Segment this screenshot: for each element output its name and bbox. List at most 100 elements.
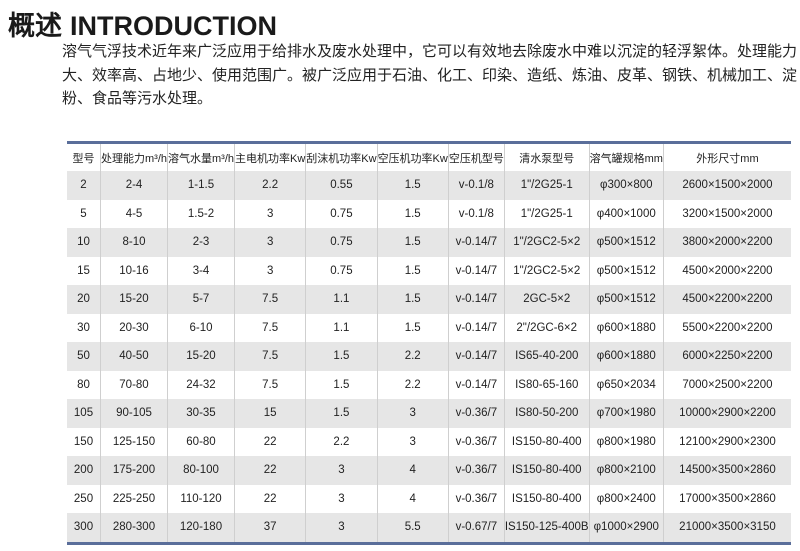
table-cell: 80-100 xyxy=(167,456,235,485)
table-cell: 2.2 xyxy=(376,342,449,371)
title-cn: 概述 xyxy=(8,11,62,42)
table-cell: v-0.36/7 xyxy=(447,427,505,456)
table-cell: 14500×3500×2860 xyxy=(662,456,791,485)
column-header: 外形尺寸mm xyxy=(662,142,791,171)
table-cell: 3 xyxy=(305,456,378,485)
table-cell: IS150-80-400 xyxy=(503,456,590,485)
table-cell: 2 xyxy=(67,171,101,200)
table-cell: IS65-40-200 xyxy=(503,342,590,371)
table-row: 30 20-30 6-10 7.5 1.1 1.5 v-0.14/7 2"/2GC-6×2 φ6… xyxy=(67,313,791,342)
table-cell: 3 xyxy=(305,513,378,543)
table-cell: 0.55 xyxy=(305,171,378,200)
table-cell: 7.5 xyxy=(233,342,306,371)
table-cell: 8-10 xyxy=(100,228,168,257)
table-row: 200 175-200 80-100 22 3 4 v-0.36/7 IS150-80-400… xyxy=(67,456,791,485)
table-row: 15 10-16 3-4 3 0.75 1.5 v-0.14/7 1"/2GC2-5×2 φ50… xyxy=(67,256,791,285)
table-row: 20 15-20 5-7 7.5 1.1 1.5 v-0.14/7 2GC-5×2 φ500×1… xyxy=(67,285,791,314)
table-cell: φ700×1980 xyxy=(588,399,664,428)
table-cell: 5-7 xyxy=(167,285,235,314)
table-cell: 20 xyxy=(67,285,101,314)
table-cell: 1.5 xyxy=(376,285,449,314)
table-cell: 15-20 xyxy=(167,342,235,371)
table-cell: v-0.14/7 xyxy=(447,342,505,371)
table-row: 2 2-4 1-1.5 2.2 0.55 1.5 v-0.1/8 1"/2G25-1 φ300×… xyxy=(67,171,791,200)
table-cell: v-0.14/7 xyxy=(447,256,505,285)
table-cell: φ800×2400 xyxy=(588,484,664,513)
table-cell: 5500×2200×2200 xyxy=(662,313,791,342)
table-cell: 0.75 xyxy=(305,228,378,257)
table-cell: 24-32 xyxy=(167,370,235,399)
table-cell: 40-50 xyxy=(100,342,168,371)
table-cell: v-0.14/7 xyxy=(447,313,505,342)
table-cell: 2.2 xyxy=(305,427,378,456)
table-cell: 1-1.5 xyxy=(167,171,235,200)
table-cell: 80 xyxy=(67,370,101,399)
table-cell: 3800×2000×2200 xyxy=(662,228,791,257)
table-cell: 2-3 xyxy=(167,228,235,257)
table-row: 105 90-105 30-35 15 1.5 3 v-0.36/7 IS80-50-200 φ… xyxy=(67,399,791,428)
column-header: 刮沫机功率Kw xyxy=(305,142,378,171)
table-cell: 15 xyxy=(67,256,101,285)
table-cell: 200 xyxy=(67,456,101,485)
table-cell: IS150-80-400 xyxy=(503,484,590,513)
column-header: 空压机功率Kw xyxy=(376,142,449,171)
table-cell: 1"/2G25-1 xyxy=(503,171,590,200)
table-cell: v-0.14/7 xyxy=(447,285,505,314)
table-row: 50 40-50 15-20 7.5 1.5 2.2 v-0.14/7 IS65-40-200… xyxy=(67,342,791,371)
table-cell: 22 xyxy=(233,427,306,456)
table-cell: v-0.1/8 xyxy=(447,199,505,228)
table-cell: φ400×1000 xyxy=(588,199,664,228)
table-cell: IS80-65-160 xyxy=(503,370,590,399)
table-cell: 50 xyxy=(67,342,101,371)
table-cell: 1.5 xyxy=(376,171,449,200)
table-row: 80 70-80 24-32 7.5 1.5 2.2 v-0.14/7 IS80-65-160… xyxy=(67,370,791,399)
table-cell: 17000×3500×2860 xyxy=(662,484,791,513)
table-cell: 4-5 xyxy=(100,199,168,228)
table-cell: 2.2 xyxy=(376,370,449,399)
table-cell: 120-180 xyxy=(167,513,235,543)
table-cell: 60-80 xyxy=(167,427,235,456)
table-cell: 4 xyxy=(376,456,449,485)
table-row: 150 125-150 60-80 22 2.2 3 v-0.36/7 IS150-80-40… xyxy=(67,427,791,456)
table-cell: 20-30 xyxy=(100,313,168,342)
intro-paragraph: 溶气气浮技术近年来广泛应用于给排水及废水处理中，它可以有效地去除废水中难以沉淀的… xyxy=(62,42,798,107)
table-cell: φ1000×2900 xyxy=(588,513,664,543)
table-cell: φ500×1512 xyxy=(588,256,664,285)
table-cell: φ650×2034 xyxy=(588,370,664,399)
table-row: 5 4-5 1.5-2 3 0.75 1.5 v-0.1/8 1"/2G25-1 φ400×10… xyxy=(67,199,791,228)
table-cell: 2-4 xyxy=(100,171,168,200)
table-cell: 3-4 xyxy=(167,256,235,285)
table-cell: 2600×1500×2000 xyxy=(662,171,791,200)
table-cell: 0.75 xyxy=(305,256,378,285)
table-cell: v-0.36/7 xyxy=(447,456,505,485)
table-cell: IS80-50-200 xyxy=(503,399,590,428)
column-header: 空压机型号 xyxy=(447,142,505,171)
table-cell: 110-120 xyxy=(167,484,235,513)
column-header: 溶气罐规格mm xyxy=(588,142,664,171)
table-cell: 5.5 xyxy=(376,513,449,543)
table-cell: 7000×2500×2200 xyxy=(662,370,791,399)
table-cell: φ600×1880 xyxy=(588,313,664,342)
table-cell: 175-200 xyxy=(100,456,168,485)
column-header: 主电机功率Kw xyxy=(233,142,306,171)
table-cell: 21000×3500×3150 xyxy=(662,513,791,543)
table-row: 300 280-300 120-180 37 3 5.5 v-0.67/7 IS150-125… xyxy=(67,513,791,543)
table-cell: 12100×2900×2300 xyxy=(662,427,791,456)
table-cell: 37 xyxy=(233,513,306,543)
table-cell: 105 xyxy=(67,399,101,428)
table-cell: 3 xyxy=(233,228,306,257)
table-cell: 30 xyxy=(67,313,101,342)
table-cell: 3 xyxy=(376,427,449,456)
table-cell: 3200×1500×2000 xyxy=(662,199,791,228)
table-cell: 3 xyxy=(305,484,378,513)
table-cell: 6-10 xyxy=(167,313,235,342)
title-en: INTRODUCTION xyxy=(70,11,277,41)
column-header: 处理能力m³/h xyxy=(100,142,168,171)
table-cell: φ800×2100 xyxy=(588,456,664,485)
table-cell: 10 xyxy=(67,228,101,257)
table-cell: 225-250 xyxy=(100,484,168,513)
table-cell: 10-16 xyxy=(100,256,168,285)
table-cell: 5 xyxy=(67,199,101,228)
table-cell: 1.5 xyxy=(376,228,449,257)
table-cell: φ800×1980 xyxy=(588,427,664,456)
